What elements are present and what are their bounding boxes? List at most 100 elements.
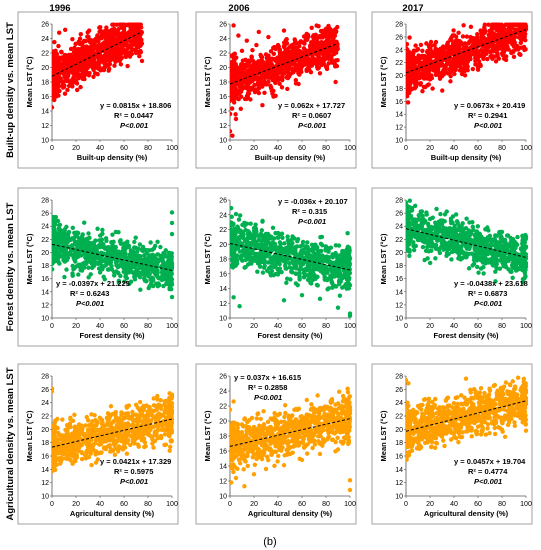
scatter-point bbox=[520, 36, 525, 42]
scatter-point bbox=[230, 129, 233, 134]
scatter-density-point bbox=[309, 242, 315, 248]
scatter-density-point bbox=[309, 271, 314, 276]
scatter-point bbox=[133, 254, 139, 259]
scatter-density-point bbox=[74, 55, 79, 60]
scatter-point bbox=[95, 35, 100, 40]
scatter-density-point bbox=[407, 90, 412, 96]
x-tick-label: 20 bbox=[72, 145, 80, 152]
scatter-point bbox=[323, 31, 329, 37]
scatter-point bbox=[59, 50, 64, 55]
scatter-density-point bbox=[271, 76, 276, 81]
scatter-density-point bbox=[510, 22, 515, 27]
y-tick-label: 14 bbox=[219, 109, 227, 116]
x-tick-label: 60 bbox=[120, 145, 128, 152]
scatter-density-point bbox=[52, 78, 56, 84]
scatter-density-point bbox=[329, 279, 334, 284]
y-tick-label: 10 bbox=[395, 316, 403, 323]
scatter-density-point bbox=[73, 41, 78, 47]
scatter-density-point bbox=[299, 252, 304, 257]
scatter-density-point bbox=[260, 270, 266, 275]
scatter-density-point bbox=[447, 67, 452, 72]
scatter-density-point bbox=[86, 265, 91, 270]
y-axis-label: Mean LST (°C) bbox=[203, 233, 212, 284]
scatter-point bbox=[54, 92, 59, 98]
scatter-density-point bbox=[90, 251, 95, 257]
scatter-density-point bbox=[230, 223, 234, 228]
y-tick-label: 20 bbox=[395, 73, 403, 80]
x-tick-label: 80 bbox=[498, 145, 506, 152]
r-squared-label: R² = 0.2941 bbox=[468, 111, 507, 120]
scatter-point bbox=[93, 71, 98, 76]
scatter-density-point bbox=[245, 229, 251, 234]
scatter-density-point bbox=[305, 273, 310, 278]
scatter-point bbox=[441, 44, 446, 49]
figure-panel-label: (b) bbox=[263, 536, 276, 548]
scatter-density-point bbox=[453, 34, 459, 39]
scatter-point bbox=[279, 246, 284, 251]
scatter-point bbox=[169, 262, 175, 267]
scatter-density-point bbox=[91, 74, 96, 79]
y-axis-label: Mean LST (°C) bbox=[25, 233, 34, 284]
scatter-point bbox=[100, 31, 105, 36]
scatter-density-point bbox=[462, 68, 467, 74]
scatter-density-point bbox=[449, 64, 455, 69]
scatter-density-point bbox=[506, 22, 512, 27]
scatter-point bbox=[123, 250, 128, 256]
scatter-density-point bbox=[283, 246, 289, 251]
scatter-density-point bbox=[496, 22, 501, 27]
scatter-density-point bbox=[76, 262, 81, 267]
scatter-density-point bbox=[138, 270, 143, 276]
x-tick-label: 40 bbox=[96, 323, 104, 330]
scatter-point bbox=[505, 31, 511, 36]
x-tick-label: 40 bbox=[274, 145, 282, 152]
scatter-density-point bbox=[419, 74, 424, 80]
scatter-density-point bbox=[293, 78, 299, 83]
scatter-density-point bbox=[462, 73, 468, 78]
scatter-density-point bbox=[329, 260, 335, 265]
scatter-point bbox=[121, 26, 127, 32]
scatter-point bbox=[119, 262, 124, 267]
x-tick-label: 100 bbox=[166, 145, 178, 152]
scatter-point bbox=[283, 263, 288, 268]
scatter-density-point bbox=[315, 52, 321, 58]
scatter-point bbox=[293, 251, 299, 257]
scatter-point bbox=[407, 35, 412, 40]
scatter-density-point bbox=[75, 68, 80, 74]
scatter-density-point bbox=[277, 81, 282, 87]
x-tick-label: 80 bbox=[322, 323, 330, 330]
scatter-density-point bbox=[516, 35, 522, 40]
scatter-density-point bbox=[120, 34, 125, 40]
scatter-density-point bbox=[156, 282, 162, 288]
scatter-point bbox=[411, 50, 416, 55]
scatter-density-point bbox=[464, 34, 470, 39]
scatter-point bbox=[301, 247, 306, 253]
x-tick-label: 60 bbox=[298, 323, 306, 330]
scatter-density-point bbox=[518, 52, 523, 58]
scatter-density-point bbox=[326, 51, 331, 56]
scatter-density-point bbox=[319, 258, 325, 264]
scatter-density-point bbox=[440, 88, 445, 93]
scatter-density-point bbox=[269, 268, 275, 274]
x-axis-label: Built-up density (%) bbox=[431, 153, 502, 162]
scatter-point bbox=[103, 39, 109, 45]
scatter-density-point bbox=[438, 48, 443, 54]
scatter-density-point bbox=[419, 65, 425, 71]
scatter-density-point bbox=[305, 66, 310, 71]
scatter-density-point bbox=[265, 252, 270, 258]
scatter-density-point bbox=[56, 223, 62, 228]
scatter-density-point bbox=[62, 274, 67, 280]
scatter-density-point bbox=[416, 60, 421, 65]
scatter-point bbox=[433, 39, 439, 45]
scatter-density-point bbox=[478, 37, 484, 43]
scatter-density-point bbox=[112, 251, 117, 257]
scatter-density-point bbox=[276, 76, 282, 82]
scatter-density-point bbox=[230, 111, 233, 117]
scatter-density-point bbox=[72, 257, 77, 263]
scatter-point bbox=[347, 313, 353, 318]
scatter-point bbox=[315, 267, 320, 272]
scatter-density-point bbox=[286, 250, 291, 256]
scatter-point bbox=[101, 66, 106, 71]
scatter-density-point bbox=[313, 261, 319, 267]
y-tick-label: 20 bbox=[41, 65, 49, 72]
y-tick-label: 16 bbox=[41, 94, 49, 101]
